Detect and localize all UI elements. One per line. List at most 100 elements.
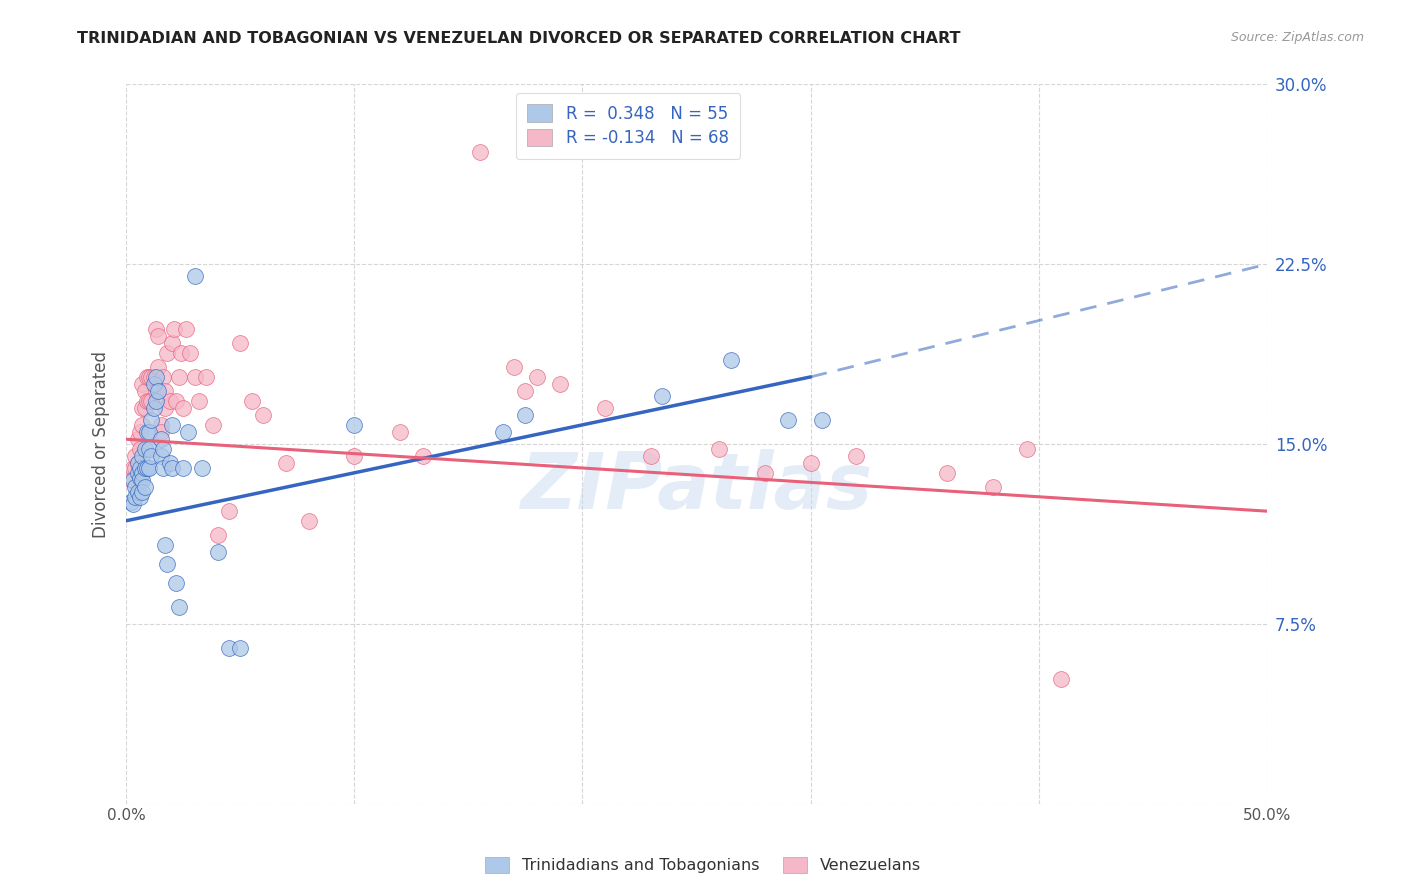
Point (981, 480, 1004, 494)
Point (229, 336, 252, 351)
Point (190, 461, 212, 475)
Point (120, 494, 142, 508)
Point (148, 384, 170, 399)
Point (492, 425, 515, 439)
Point (156, 557, 179, 571)
Point (207, 528, 229, 542)
Point (149, 432, 172, 446)
Point (468, 145, 491, 159)
Point (153, 538, 176, 552)
Point (166, 393, 188, 408)
Point (207, 545, 229, 559)
Point (134, 461, 156, 475)
Point (548, 377, 571, 392)
Point (145, 370, 167, 384)
Point (174, 322, 197, 336)
Point (218, 640, 240, 655)
Point (163, 322, 186, 336)
Point (141, 413, 163, 427)
Legend: R =  0.348   N = 55, R = -0.134   N = 68: R = 0.348 N = 55, R = -0.134 N = 68 (516, 93, 741, 159)
Point (188, 393, 211, 408)
Point (131, 449, 153, 463)
Text: ZIPatlas: ZIPatlas (520, 450, 873, 525)
Point (149, 425, 172, 439)
Point (156, 346, 179, 360)
Point (218, 504, 240, 518)
Point (129, 461, 152, 475)
Point (135, 425, 157, 439)
Point (129, 490, 152, 504)
Point (651, 389, 673, 403)
Point (145, 393, 167, 408)
Point (195, 370, 218, 384)
Point (240, 393, 263, 408)
Point (122, 473, 145, 487)
Point (159, 393, 181, 408)
Point (167, 370, 190, 384)
Point (412, 449, 434, 463)
Point (127, 432, 149, 446)
Point (124, 490, 146, 504)
Point (127, 485, 149, 500)
Point (122, 461, 145, 475)
Point (138, 461, 160, 475)
Point (160, 417, 183, 432)
Point (166, 576, 188, 591)
Point (160, 336, 183, 351)
Point (172, 461, 194, 475)
Point (134, 401, 156, 415)
Point (124, 449, 146, 463)
Point (800, 456, 823, 470)
Point (776, 413, 799, 427)
Point (754, 466, 776, 480)
Point (515, 409, 537, 423)
Point (149, 449, 172, 463)
Point (811, 413, 834, 427)
Point (274, 456, 297, 470)
Point (145, 322, 167, 336)
Point (141, 393, 163, 408)
Point (167, 600, 190, 615)
Point (172, 401, 194, 415)
Point (152, 442, 174, 456)
Point (153, 401, 176, 415)
Point (138, 425, 160, 439)
Text: TRINIDADIAN AND TOBAGONIAN VS VENEZUELAN DIVORCED OR SEPARATED CORRELATION CHART: TRINIDADIAN AND TOBAGONIAN VS VENEZUELAN… (77, 31, 960, 46)
Point (179, 346, 201, 360)
Point (1017, 442, 1039, 456)
Point (124, 461, 146, 475)
Point (148, 329, 170, 343)
Point (160, 461, 183, 475)
Point (141, 370, 163, 384)
Point (138, 442, 160, 456)
Point (129, 470, 152, 484)
Point (131, 466, 153, 480)
Point (252, 409, 274, 423)
Point (936, 466, 959, 480)
Point (142, 401, 165, 415)
Point (138, 393, 160, 408)
Point (170, 346, 193, 360)
Point (134, 384, 156, 399)
Point (503, 360, 526, 375)
Point (141, 449, 163, 463)
Point (129, 425, 152, 439)
Point (152, 370, 174, 384)
Point (298, 514, 321, 528)
Legend: Trinidadians and Tobagonians, Venezuelans: Trinidadians and Tobagonians, Venezuelan… (478, 850, 928, 880)
Point (153, 384, 176, 399)
Point (720, 353, 742, 368)
Point (135, 461, 157, 475)
Point (595, 401, 617, 415)
Point (183, 269, 205, 284)
Point (177, 425, 200, 439)
Point (134, 442, 156, 456)
Point (709, 442, 731, 456)
Point (845, 449, 868, 463)
Point (640, 449, 662, 463)
Point (131, 401, 153, 415)
Point (122, 497, 145, 511)
Point (138, 370, 160, 384)
Point (131, 377, 153, 392)
Point (131, 485, 153, 500)
